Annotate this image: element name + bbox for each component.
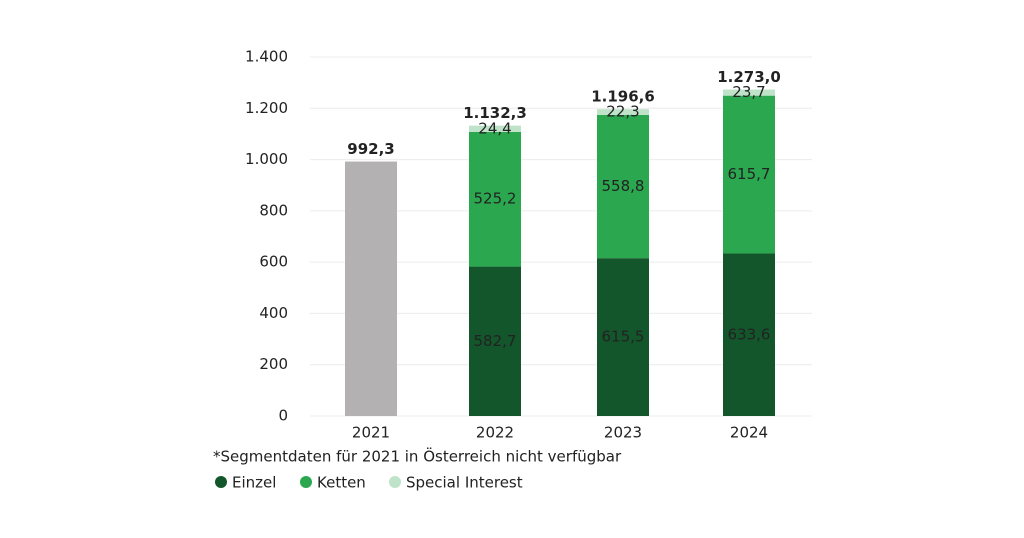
value-label: 558,8 [602,177,645,195]
bar-segment [469,125,521,132]
total-label: 1.196,6 [591,88,655,106]
legend-marker [300,476,312,488]
x-tick-label: 2024 [730,424,768,442]
y-tick-label: 200 [259,355,288,373]
x-tick-label: 2023 [604,424,642,442]
y-tick-label: 1.200 [245,99,288,117]
y-tick-label: 1.400 [245,48,288,66]
bar-segment [597,114,649,259]
bar-segment [597,258,649,416]
bar-segment [597,109,649,115]
bar-segment [469,266,521,416]
y-tick-label: 800 [259,201,288,219]
total-label: 992,3 [347,140,394,158]
y-tick-label: 1.000 [245,150,288,168]
y-tick-label: 0 [278,407,288,425]
footnote: *Segmentdaten für 2021 in Österreich nic… [213,447,622,466]
legend-label: Ketten [317,474,366,492]
bar [345,161,397,416]
legend-label: Special Interest [406,474,523,492]
total-label: 1.273,0 [717,68,781,86]
y-tick-label: 400 [259,304,288,322]
value-label: 615,7 [728,165,771,183]
value-label: 24,4 [478,119,511,137]
value-label: 582,7 [474,332,517,350]
bar-segment [723,95,775,254]
legend-marker [215,476,227,488]
x-tick-label: 2021 [352,424,390,442]
total-label: 1.132,3 [463,104,527,122]
legend-label: Einzel [232,474,276,492]
bar-segment [723,253,775,416]
bar-segment [723,89,775,96]
x-tick-label: 2022 [476,424,514,442]
value-label: 23,7 [732,83,765,101]
value-label: 22,3 [606,103,639,121]
bar-segment [469,131,521,267]
value-label: 525,2 [474,190,517,208]
value-label: 633,6 [728,325,771,343]
value-label: 615,5 [602,328,645,346]
y-tick-label: 600 [259,253,288,271]
legend-marker [389,476,401,488]
